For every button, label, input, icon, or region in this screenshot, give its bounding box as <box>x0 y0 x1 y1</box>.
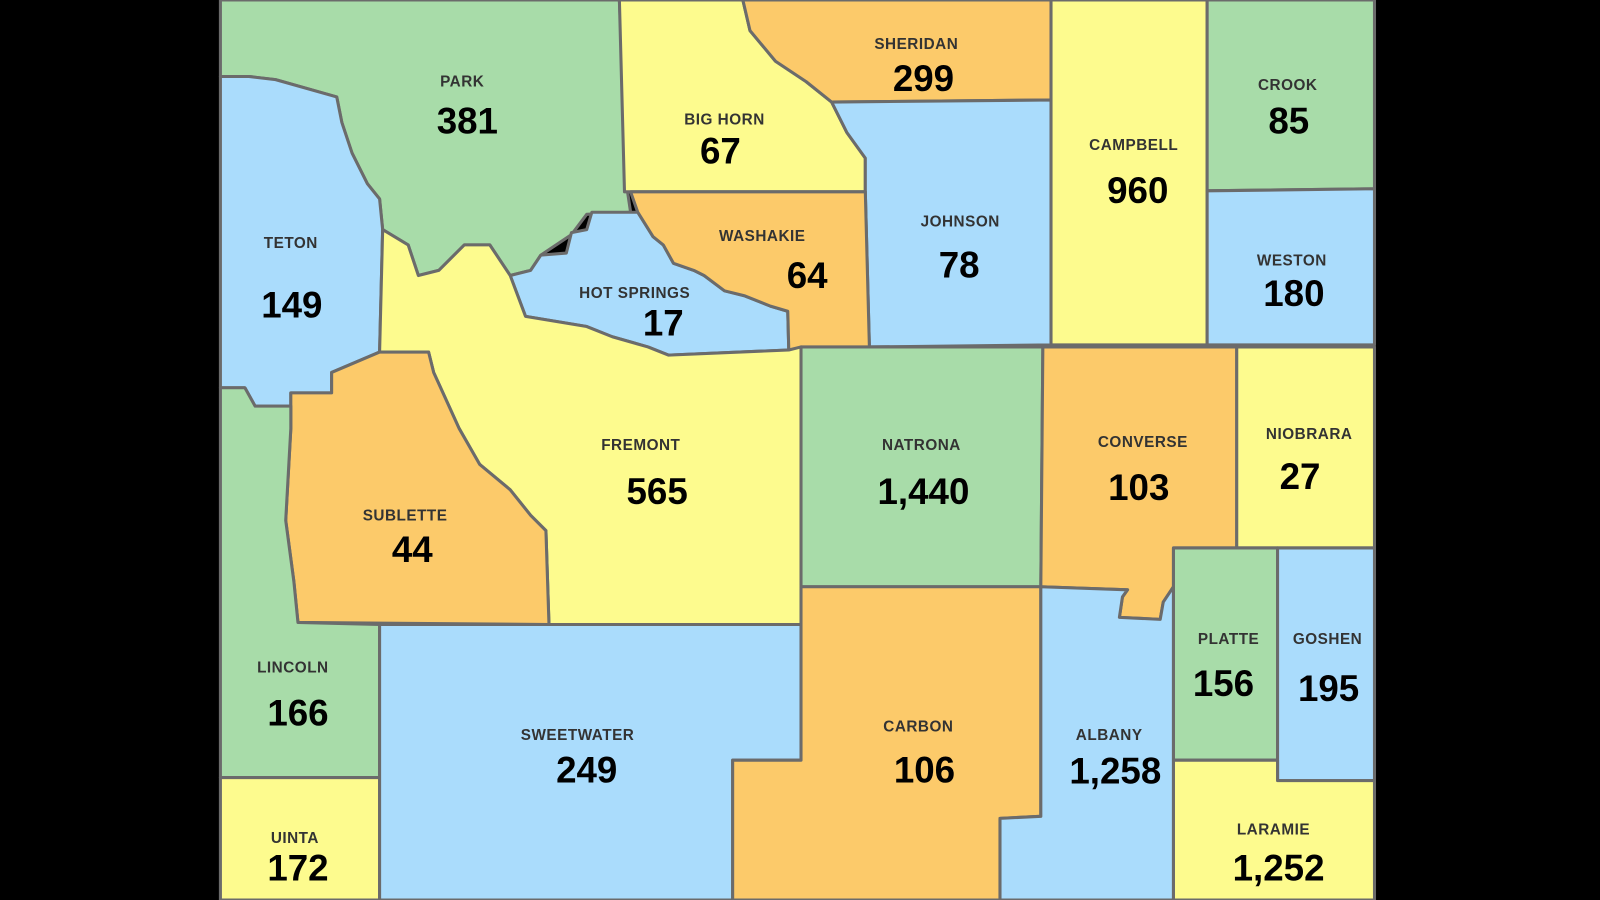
county-name-hot-springs: HOT SPRINGS <box>579 285 690 302</box>
county-value-teton: 149 <box>261 284 322 325</box>
county-value-johnson: 78 <box>939 245 980 286</box>
county-name-converse: CONVERSE <box>1098 434 1188 451</box>
county-name-platte: PLATTE <box>1198 631 1259 648</box>
county-name-crook: CROOK <box>1258 77 1318 94</box>
county-value-crook: 85 <box>1268 101 1309 142</box>
county-name-johnson: JOHNSON <box>921 214 1000 231</box>
county-name-sweetwater: SWEETWATER <box>521 727 635 744</box>
county-name-albany: ALBANY <box>1076 727 1143 744</box>
county-laramie <box>1171 758 1377 900</box>
county-name-campbell: CAMPBELL <box>1089 137 1178 154</box>
county-goshen <box>1276 546 1377 783</box>
county-value-lincoln: 166 <box>267 693 328 734</box>
county-name-weston: WESTON <box>1257 252 1327 269</box>
county-value-sublette: 44 <box>392 529 433 570</box>
county-name-laramie: LARAMIE <box>1237 822 1310 839</box>
county-name-park: PARK <box>440 74 484 91</box>
county-name-carbon: CARBON <box>883 719 953 736</box>
county-niobrara <box>1235 345 1377 550</box>
county-name-fremont: FREMONT <box>601 437 680 454</box>
county-value-sweetwater: 249 <box>556 750 617 791</box>
county-weston <box>1205 187 1377 347</box>
county-albany <box>998 585 1175 900</box>
county-value-niobrara: 27 <box>1280 456 1321 497</box>
county-uinta <box>218 776 382 900</box>
county-value-hot-springs: 17 <box>643 303 684 344</box>
county-value-sheridan: 299 <box>893 58 954 99</box>
county-value-campbell: 960 <box>1107 170 1168 211</box>
county-value-platte: 156 <box>1193 663 1254 704</box>
county-value-washakie: 64 <box>787 255 828 296</box>
county-value-park: 381 <box>437 101 498 142</box>
county-name-sublette: SUBLETTE <box>363 507 448 524</box>
county-name-big-horn: BIG HORN <box>684 111 765 128</box>
county-name-natrona: NATRONA <box>882 437 961 454</box>
county-value-uinta: 172 <box>267 848 328 889</box>
county-value-converse: 103 <box>1108 467 1169 508</box>
county-value-goshen: 195 <box>1298 668 1359 709</box>
county-crook <box>1205 0 1377 193</box>
county-value-big-horn: 67 <box>700 130 741 171</box>
county-name-uinta: UINTA <box>271 830 319 847</box>
county-value-weston: 180 <box>1263 273 1324 314</box>
county-name-sheridan: SHERIDAN <box>874 36 958 53</box>
county-value-natrona: 1,440 <box>878 471 970 512</box>
county-name-lincoln: LINCOLN <box>257 659 329 676</box>
county-name-teton: TETON <box>264 235 318 252</box>
county-platte <box>1171 546 1280 762</box>
county-natrona <box>799 345 1045 589</box>
county-value-albany: 1,258 <box>1069 751 1161 792</box>
county-name-washakie: WASHAKIE <box>719 228 806 245</box>
county-value-fremont: 565 <box>627 471 688 512</box>
county-name-goshen: GOSHEN <box>1293 631 1362 648</box>
county-value-laramie: 1,252 <box>1233 848 1325 889</box>
county-value-carbon: 106 <box>894 750 955 791</box>
county-name-niobrara: NIOBRARA <box>1266 426 1353 443</box>
